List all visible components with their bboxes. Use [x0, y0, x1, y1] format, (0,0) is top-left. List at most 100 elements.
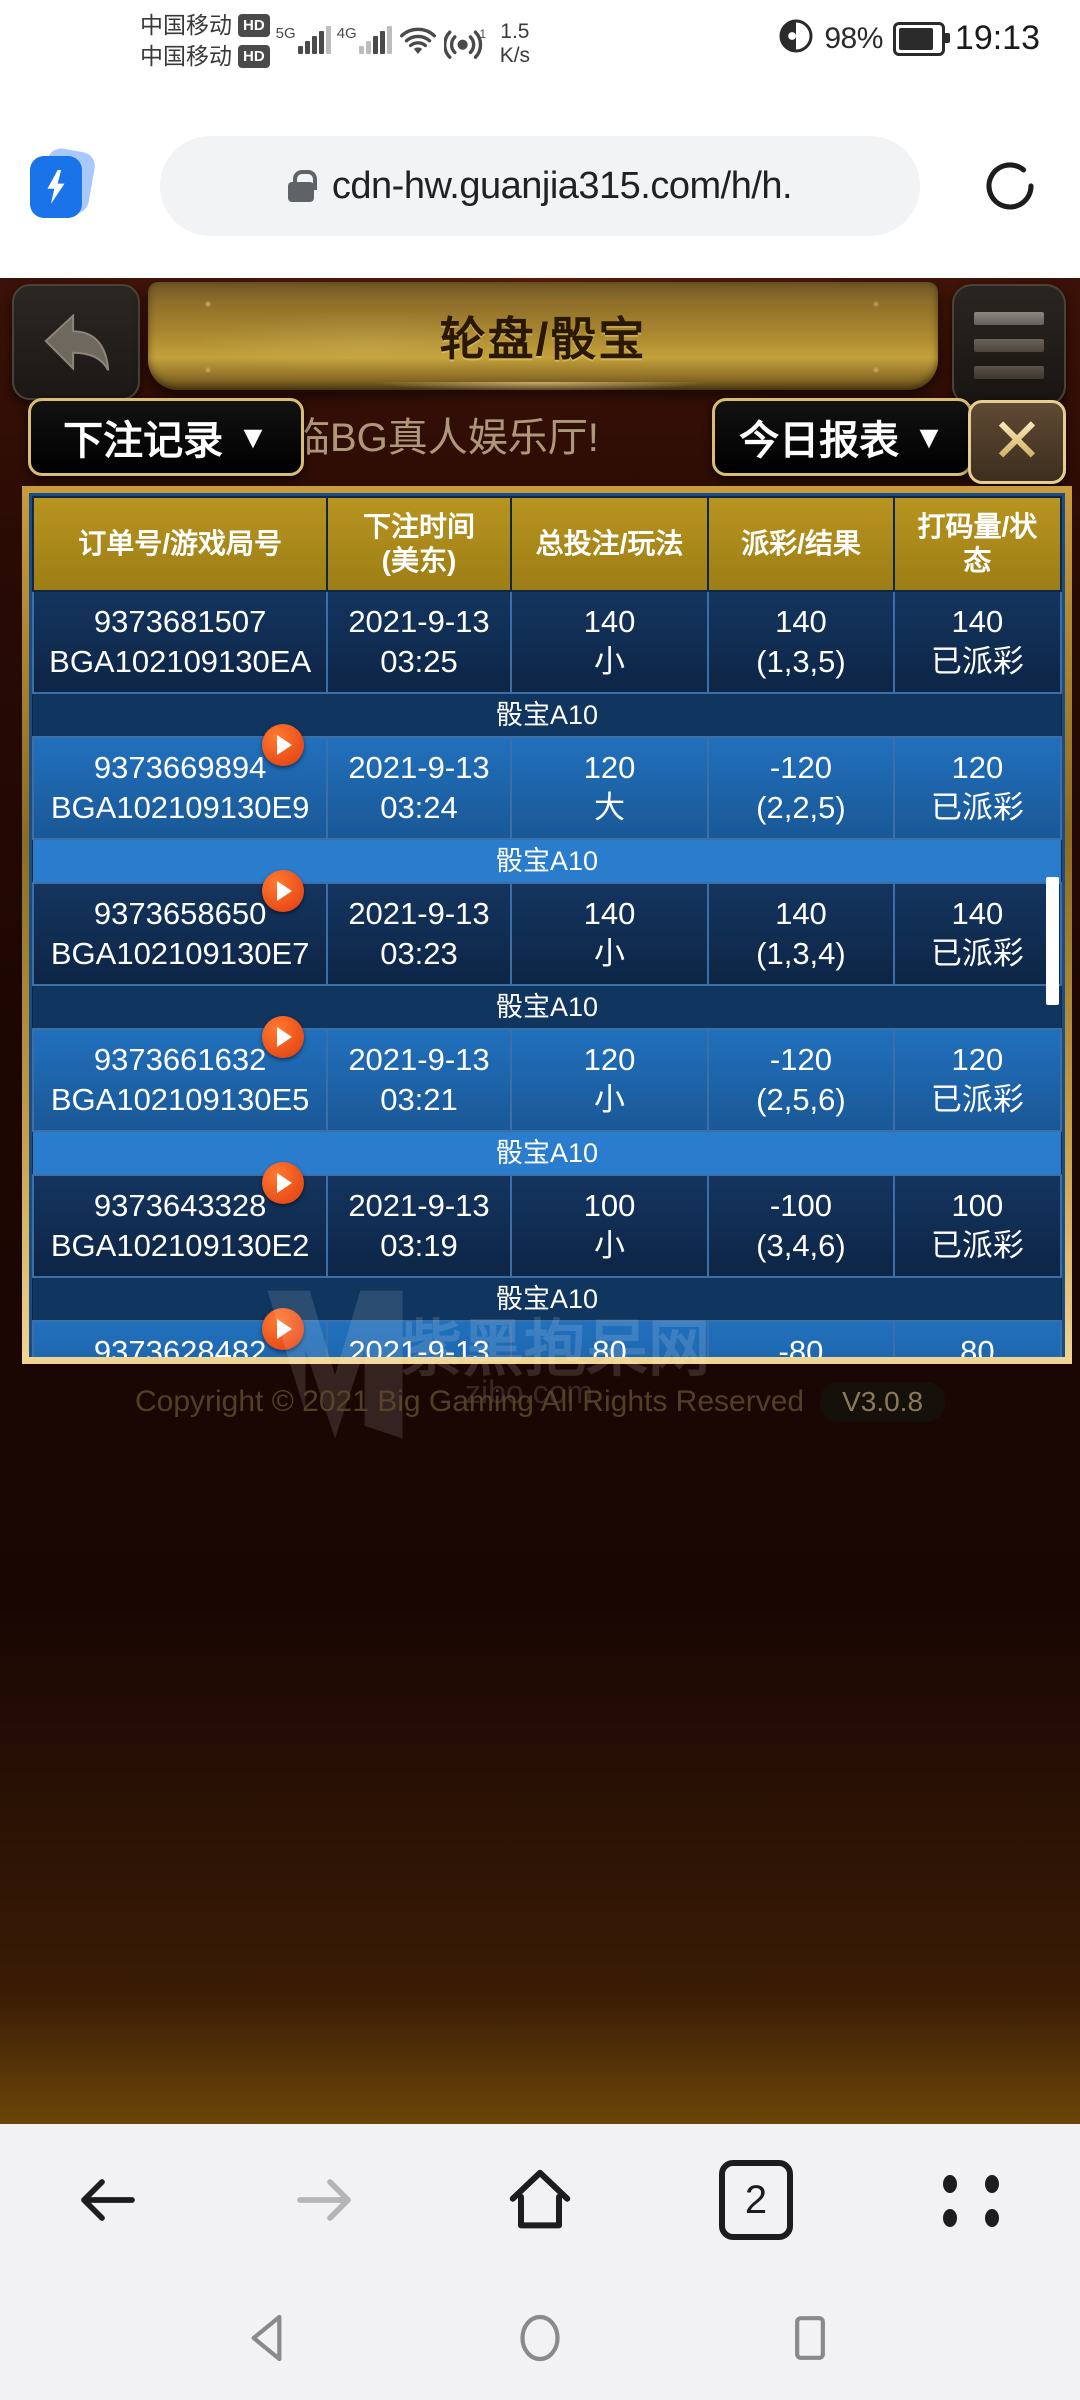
vertical-scrollbar[interactable] — [1046, 877, 1059, 1005]
address-bar[interactable]: cdn-hw.guanjia315.com/h/h. — [160, 136, 920, 236]
table-row[interactable]: 9373643328 BGA102109130E2 2021-9-13 03:19 10… — [31, 1162, 1063, 1278]
version-badge: V3.0.8 — [820, 1382, 946, 1422]
order-number: 9373681507 — [93, 604, 267, 639]
browser-back-button[interactable] — [33, 2150, 183, 2250]
dice-result: (2,5,6) — [756, 1082, 846, 1117]
bet-date: 2021-9-13 — [348, 604, 490, 639]
browser-tabs-button[interactable]: 2 — [681, 2150, 831, 2250]
play-icon[interactable] — [262, 1162, 305, 1204]
signal-bars-icon-2 — [358, 24, 392, 54]
bet-records-dropdown[interactable]: 下注记录 ▼ — [28, 398, 304, 476]
turnover-amount: 140 — [951, 896, 1004, 931]
browser-menu-button[interactable] — [897, 2150, 1047, 2250]
chevron-down-icon: ▼ — [237, 419, 269, 455]
carrier-row-2: 中国移动 HD — [140, 41, 270, 71]
status-bar-right: 98% 19:13 — [778, 18, 1040, 59]
cell-payout: 140 (1,3,5) — [707, 590, 895, 694]
android-nav-bar — [0, 2276, 1080, 2400]
cell-stake: 100 小 — [509, 1174, 710, 1278]
turnover-amount: 120 — [951, 1042, 1004, 1077]
bet-time: 03:19 — [380, 1228, 458, 1263]
dice-result: (2,2,5) — [756, 790, 846, 825]
game-separator-label: 骰宝A10 — [33, 984, 1061, 1030]
cell-payout: -80(1,2,4) — [707, 1320, 895, 1357]
game-back-button[interactable] — [12, 284, 140, 400]
cell-order[interactable]: 9373681507 BGA102109130EA — [31, 590, 329, 694]
order-number: 9373628482 — [93, 1334, 267, 1364]
column-header-turnover: 打码量/状 态 — [892, 496, 1063, 592]
reload-icon[interactable] — [982, 158, 1038, 214]
stake-amount: 120 — [583, 1042, 636, 1077]
status-badge: 已派彩 — [930, 1228, 1024, 1263]
table-row[interactable]: 9373669894 BGA102109130E9 2021-9-13 03:24 12… — [31, 724, 1063, 840]
game-separator-row: 骰宝A10 — [33, 1130, 1061, 1176]
cell-order[interactable]: 9373628482BGA102109130E0 — [31, 1308, 329, 1364]
cell-order[interactable]: 9373643328 BGA102109130E2 — [31, 1162, 329, 1278]
network-speed-value: 1.5 — [500, 20, 530, 43]
cell-order[interactable]: 9373661632 BGA102109130E5 — [31, 1016, 329, 1132]
cell-stake: 140 小 — [509, 590, 710, 694]
play-icon[interactable] — [262, 870, 305, 912]
dice-result: (3,4,6) — [756, 1228, 846, 1263]
table-row[interactable]: 9373628482BGA102109130E02021-9-1303:1780… — [31, 1308, 1063, 1364]
svg-text:1: 1 — [479, 27, 486, 41]
hamburger-menu-icon[interactable] — [952, 284, 1066, 406]
today-report-dropdown[interactable]: 今日报表 ▼ — [712, 398, 972, 476]
play-icon[interactable] — [262, 1308, 305, 1350]
network-gen-label-1: 5G — [275, 25, 296, 42]
status-badge: 已派彩 — [930, 790, 1024, 825]
play-icon[interactable] — [262, 1016, 305, 1058]
bet-records-panel: 订单号/游戏局号 下注时间 (美东) 总投注/玩法 派彩/结果 打码量/状 态 — [22, 486, 1072, 1364]
lightning-bolt-icon[interactable] — [30, 146, 100, 220]
status-badge: 已派彩 — [930, 936, 1024, 971]
nav-recents-button[interactable] — [770, 2298, 850, 2378]
game-separator-label: 骰宝A10 — [33, 1276, 1061, 1322]
turnover-amount: 140 — [951, 604, 1004, 639]
cell-stake: 140 小 — [509, 882, 710, 986]
browser-url-bar: cdn-hw.guanjia315.com/h/h. — [0, 92, 1080, 278]
order-number: 9373661632 — [93, 1042, 267, 1077]
bet-records-table: 订单号/游戏局号 下注时间 (美东) 总投注/玩法 派彩/结果 打码量/状 态 — [31, 496, 1063, 1364]
round-number: BGA102109130E5 — [50, 1082, 310, 1117]
table-body: 9373681507 BGA102109130EA 2021-9-13 03:25 14… — [31, 590, 1063, 1364]
table-row[interactable]: 9373658650 BGA102109130E7 2021-9-13 03:23 14… — [31, 870, 1063, 986]
close-icon: ✕ — [991, 407, 1043, 476]
network-speed-indicator: 1.5 K/s — [500, 20, 530, 68]
game-title-plaque: 轮盘/骰宝 — [148, 282, 938, 390]
dice-result: (1,3,4) — [756, 936, 846, 971]
table-row[interactable]: 9373661632 BGA102109130E5 2021-9-13 03:21 12… — [31, 1016, 1063, 1132]
browser-home-button[interactable] — [465, 2150, 615, 2250]
bet-records-label: 下注记录 — [63, 419, 224, 463]
payout-amount: -100 — [769, 1188, 832, 1223]
network-gen-label-2: 4G — [336, 25, 357, 42]
game-separator-row: 骰宝A10 — [33, 1276, 1061, 1322]
play-icon[interactable] — [262, 724, 305, 766]
column-header-stake: 总投注/玩法 — [509, 496, 710, 592]
table-header-row: 订单号/游戏局号 下注时间 (美东) 总投注/玩法 派彩/结果 打码量/状 态 — [31, 496, 1063, 592]
game-separator-row: 骰宝A10 — [33, 838, 1061, 884]
bet-date: 2021-9-13 — [348, 1334, 490, 1364]
game-separator-label: 骰宝A10 — [33, 1130, 1061, 1176]
column-header-time-line1: 下注时间 — [362, 511, 475, 542]
cell-time: 2021-9-13 03:25 — [326, 590, 512, 694]
cell-order[interactable]: 9373658650 BGA102109130E7 — [31, 870, 329, 986]
cell-order[interactable]: 9373669894 BGA102109130E9 — [31, 724, 329, 840]
cell-turnover: 80已派彩 — [892, 1320, 1063, 1357]
dice-result: (1,3,5) — [756, 644, 846, 679]
url-text: cdn-hw.guanjia315.com/h/h. — [331, 164, 793, 207]
carrier-name-1: 中国移动 — [140, 12, 232, 38]
nav-back-button[interactable] — [230, 2298, 310, 2378]
cell-turnover: 140 已派彩 — [892, 882, 1063, 986]
browser-forward-button[interactable] — [249, 2150, 399, 2250]
status-bar-left: 中国移动 HD 中国移动 HD 5G 4G — [140, 10, 530, 71]
round-number: BGA102109130EA — [49, 644, 312, 679]
stake-amount: 140 — [583, 604, 636, 639]
nav-home-button[interactable] — [500, 2298, 580, 2378]
close-button[interactable]: ✕ — [968, 400, 1066, 484]
carrier-row-1: 中国移动 HD — [140, 10, 270, 40]
table-row[interactable]: 9373681507 BGA102109130EA 2021-9-13 03:25 14… — [31, 590, 1063, 694]
signal-group-2: 4G — [337, 24, 392, 54]
bet-time: 03:21 — [380, 1082, 458, 1117]
round-number: BGA102109130E9 — [50, 790, 310, 825]
plaque-glow — [300, 382, 780, 408]
